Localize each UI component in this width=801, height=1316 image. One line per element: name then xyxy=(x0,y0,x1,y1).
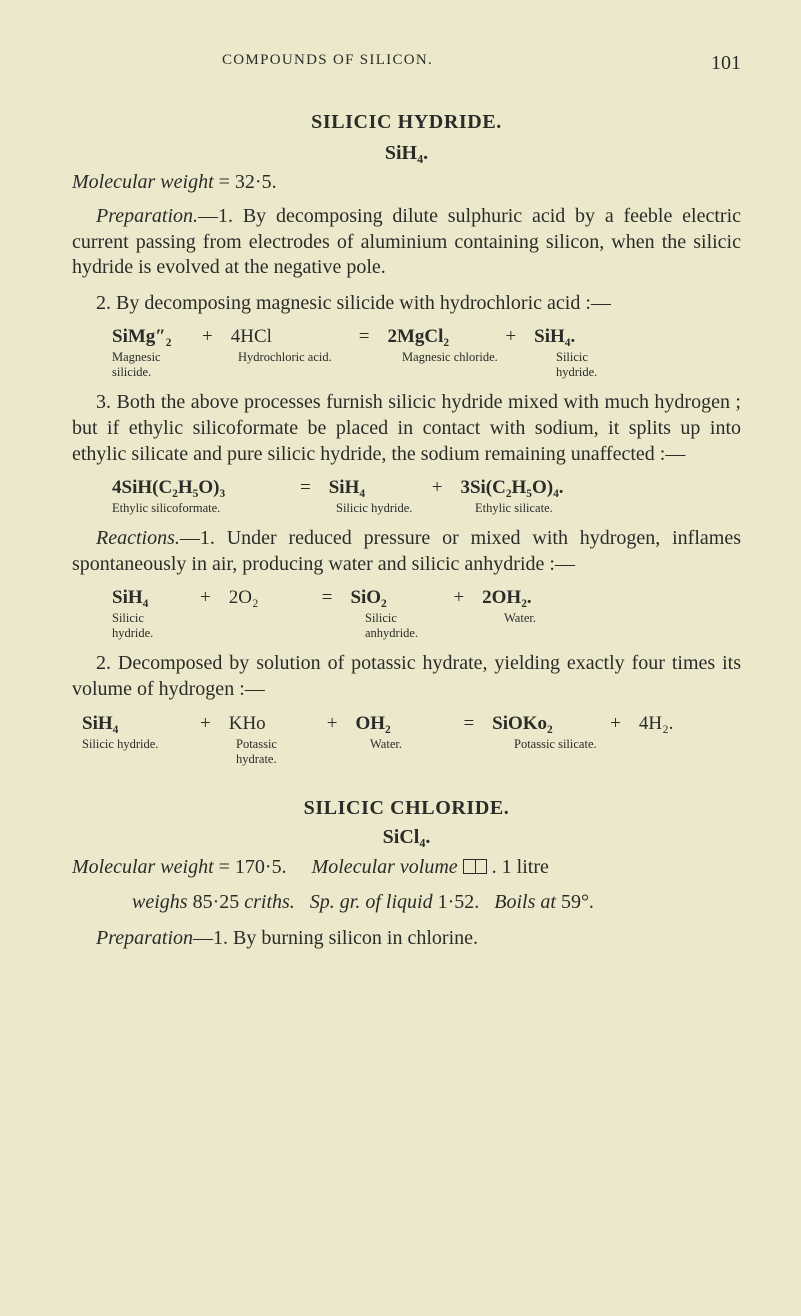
eq3-t1: SiH₄ xyxy=(112,587,182,609)
eq3-t4: 2OH₂. xyxy=(482,587,562,609)
eq3-l2 xyxy=(236,611,311,641)
mw1-value: = 32·5. xyxy=(214,171,277,193)
eq4-l2: Potassic hydrate. xyxy=(236,737,316,767)
eq1-plus1: + xyxy=(202,326,213,348)
page: COMPOUNDS OF SILICON. 101 SILICIC HYDRID… xyxy=(0,0,801,1316)
equation-2-labels: Ethylic silicoformate. Silicic hydride. … xyxy=(112,501,741,516)
criths-line: weighs 85·25 criths. Sp. gr. of liquid 1… xyxy=(72,890,741,916)
running-title: COMPOUNDS OF SILICON. xyxy=(222,52,433,75)
eq2-t1: 4SiH(C₂H₅O)₃ xyxy=(112,477,282,499)
eq3-eq: = xyxy=(322,587,333,609)
eq4-plus3: + xyxy=(610,713,621,735)
preparation-2: 2. By decomposing magnesic silicide with… xyxy=(72,291,741,317)
equation-1: SiMg″₂ + 4HCl = 2MgCl₂ + SiH₄. Magnesic … xyxy=(112,326,741,380)
eq3-l1: Silicic hydride. xyxy=(112,611,182,641)
react-lead: Reactions. xyxy=(96,527,180,549)
eq4-t5: 4H₂. xyxy=(639,713,709,735)
mw1-label: Molecular weight xyxy=(72,171,214,193)
equation-1-row: SiMg″₂ + 4HCl = 2MgCl₂ + SiH₄. xyxy=(112,326,741,348)
eq2-l3: Ethylic silicate. xyxy=(475,501,625,516)
running-head: COMPOUNDS OF SILICON. 101 xyxy=(72,52,741,75)
eq4-t4: SiOKo₂ xyxy=(492,713,592,735)
eq2-t3: 3Si(C₂H₅O)₄. xyxy=(460,477,610,499)
mw2-label: Molecular weight xyxy=(72,856,214,878)
eq3-plus2: + xyxy=(453,587,464,609)
eq1-t3: 2MgCl₂ xyxy=(387,326,487,348)
eq1-plus2: + xyxy=(505,326,516,348)
molecular-line-2: Molecular weight = 170·5. Molecular volu… xyxy=(72,855,741,881)
reactions-1: Reactions.—1. Under reduced pressure or … xyxy=(72,526,741,577)
eq4-t1: SiH₄ xyxy=(82,713,182,735)
page-number: 101 xyxy=(711,52,741,75)
equation-3: SiH₄ + 2O₂ = SiO₂ + 2OH₂. Silicic hydrid… xyxy=(112,587,741,641)
eq4-plus2: + xyxy=(327,713,338,735)
eq1-t4: SiH₄. xyxy=(534,326,604,348)
eq1-l3: Magnesic chloride. xyxy=(402,350,502,380)
preparation-3: 3. Both the above processes furnish sili… xyxy=(72,390,741,467)
eq3-plus1: + xyxy=(200,587,211,609)
reactions-2: 2. Decomposed by solution of potassic hy… xyxy=(72,651,741,702)
eq1-t2: 4HCl xyxy=(231,326,341,348)
eq3-t3: SiO₂ xyxy=(350,587,435,609)
equation-4-labels: Silicic hydride. Potassic hydrate. Water… xyxy=(82,737,741,767)
litre: . 1 litre xyxy=(492,856,549,878)
eq3-t2: 2O₂ xyxy=(229,587,304,609)
molecular-weight-1: Molecular weight = 32·5. xyxy=(72,171,741,194)
eq1-l4: Silicic hydride. xyxy=(556,350,626,380)
eq1-eq: = xyxy=(359,326,370,348)
equation-2: 4SiH(C₂H₅O)₃ = SiH₄ + 3Si(C₂H₅O)₄. Ethyl… xyxy=(112,477,741,516)
equation-2-row: 4SiH(C₂H₅O)₃ = SiH₄ + 3Si(C₂H₅O)₄. xyxy=(112,477,741,499)
prep3-body: —1. By burning silicon in chlorine. xyxy=(193,927,478,949)
eq2-plus: + xyxy=(432,477,443,499)
equation-3-row: SiH₄ + 2O₂ = SiO₂ + 2OH₂. xyxy=(112,587,741,609)
weighs: weighs xyxy=(132,891,193,913)
mw2-value: = 170·5. xyxy=(214,856,287,878)
eq1-l2: Hydrochloric acid. xyxy=(238,350,348,380)
equation-1-labels: Magnesic silicide. Hydrochloric acid. Ma… xyxy=(112,350,741,380)
equation-4: SiH₄ + KHo + OH₂ = SiOKo₂ + 4H₂. Silicic… xyxy=(82,713,741,767)
section-title-hydride: SILICIC HYDRIDE. xyxy=(72,111,741,134)
eq4-t2: KHo xyxy=(229,713,309,735)
equation-3-labels: Silicic hydride. Silicic anhydride. Wate… xyxy=(112,611,741,641)
eq2-eq: = xyxy=(300,477,311,499)
eq3-l4: Water. xyxy=(504,611,584,641)
eq4-l1: Silicic hydride. xyxy=(82,737,182,767)
equation-4-row: SiH₄ + KHo + OH₂ = SiOKo₂ + 4H₂. xyxy=(82,713,741,735)
eq4-l4: Potassic silicate. xyxy=(514,737,614,767)
eq1-t1: SiMg″₂ xyxy=(112,326,184,348)
formula-chloride: SiCl₄. xyxy=(72,826,741,849)
eq4-plus1: + xyxy=(200,713,211,735)
eq3-l3: Silicic anhydride. xyxy=(365,611,450,641)
preparation-chloride: Preparation—1. By burning silicon in chl… xyxy=(72,926,741,952)
prep1-lead: Preparation. xyxy=(96,205,198,227)
volume-box-icon xyxy=(463,859,487,874)
criths: 85·25 criths. Sp. gr. of liquid 1·52. Bo… xyxy=(193,891,594,913)
eq2-t2: SiH₄ xyxy=(329,477,414,499)
preparation-1: Preparation.—1. By decomposing dilute su… xyxy=(72,204,741,281)
prep3-lead: Preparation xyxy=(96,927,193,949)
mv-label: Molecular volume xyxy=(312,856,463,878)
eq4-t3: OH₂ xyxy=(355,713,445,735)
eq4-eq: = xyxy=(463,713,474,735)
eq2-l2: Silicic hydride. xyxy=(336,501,421,516)
eq2-l1: Ethylic silicoformate. xyxy=(112,501,282,516)
eq4-l3: Water. xyxy=(370,737,460,767)
eq1-l1: Magnesic silicide. xyxy=(112,350,184,380)
formula-hydride: SiH₄. xyxy=(72,142,741,165)
section-title-chloride: SILICIC CHLORIDE. xyxy=(72,797,741,820)
